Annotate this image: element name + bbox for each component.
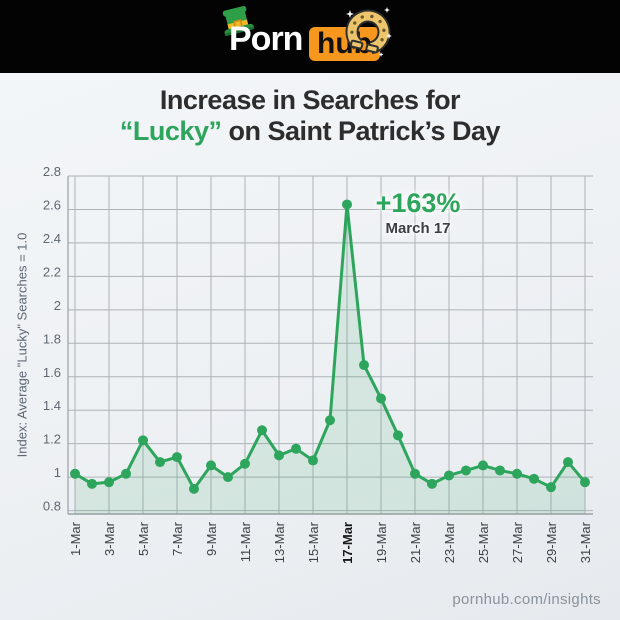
peak-date-label: March 17 bbox=[385, 220, 451, 237]
x-tick-label: 1-Mar bbox=[68, 521, 83, 556]
data-point bbox=[495, 465, 505, 476]
data-point bbox=[580, 477, 590, 488]
x-tick-label: 5-Mar bbox=[136, 521, 151, 556]
data-point bbox=[478, 460, 488, 471]
y-tick-label: 2 bbox=[54, 298, 61, 313]
y-tick-label: 2.8 bbox=[43, 164, 61, 179]
x-tick-label: 9-Mar bbox=[204, 521, 219, 556]
data-point bbox=[563, 457, 573, 468]
area-fill bbox=[75, 204, 585, 515]
data-point bbox=[342, 199, 352, 210]
x-tick-label: 15-Mar bbox=[306, 521, 321, 563]
header-bar: Porn hub bbox=[0, 0, 620, 73]
data-point bbox=[257, 425, 267, 436]
x-tick-label: 17-Mar bbox=[340, 522, 355, 564]
data-point bbox=[189, 483, 199, 494]
title-line2-rest: on Saint Patrick’s Day bbox=[221, 116, 501, 147]
data-point bbox=[155, 457, 165, 468]
data-point bbox=[291, 443, 301, 454]
title-highlight: “Lucky” bbox=[119, 116, 222, 147]
data-point bbox=[529, 473, 539, 484]
y-tick-label: 2.2 bbox=[43, 264, 61, 279]
y-axis-title: Index: Average "Lucky" Searches = 1.0 bbox=[14, 232, 30, 458]
y-tick-label: 2.6 bbox=[43, 197, 61, 212]
data-point bbox=[359, 360, 369, 371]
footer-url: pornhub.com/insights bbox=[452, 591, 601, 608]
x-tick-label: 7-Mar bbox=[170, 521, 185, 556]
data-point bbox=[206, 460, 216, 471]
x-tick-label: 23-Mar bbox=[442, 521, 457, 563]
data-point bbox=[240, 458, 250, 469]
data-point bbox=[138, 435, 148, 446]
x-tick-label: 27-Mar bbox=[510, 521, 525, 563]
chart-title: Increase in Searches for “Lucky” on Sain… bbox=[0, 85, 620, 148]
data-point bbox=[308, 455, 318, 466]
data-point bbox=[172, 452, 182, 463]
horseshoe-icon bbox=[345, 7, 392, 57]
y-tick-label: 2.4 bbox=[43, 231, 61, 246]
sparkle-icon bbox=[346, 7, 392, 57]
data-point bbox=[274, 450, 284, 461]
data-point bbox=[70, 468, 80, 479]
horseshoe-shape bbox=[345, 9, 391, 55]
data-point bbox=[461, 465, 471, 476]
y-tick-label: 1.2 bbox=[43, 432, 61, 447]
x-tick-label: 31-Mar bbox=[578, 521, 593, 563]
data-point bbox=[546, 482, 556, 493]
x-tick-label: 21-Mar bbox=[408, 521, 423, 563]
title-line2: “Lucky” on Saint Patrick’s Day bbox=[0, 116, 620, 147]
leprechaun-hat-icon bbox=[222, 6, 255, 37]
x-tick-label: 25-Mar bbox=[476, 521, 491, 563]
data-point bbox=[427, 478, 437, 489]
x-tick-label: 19-Mar bbox=[374, 521, 389, 563]
data-point bbox=[376, 393, 386, 404]
peak-percent-label: +163% bbox=[375, 188, 461, 218]
data-point bbox=[393, 430, 403, 441]
y-tick-label: 1 bbox=[54, 465, 61, 480]
data-point bbox=[512, 468, 522, 479]
data-point bbox=[87, 478, 97, 489]
data-point bbox=[444, 470, 454, 481]
data-point bbox=[223, 472, 233, 483]
y-tick-label: 1.6 bbox=[43, 365, 61, 380]
peak-annotation: +163% March 17 bbox=[360, 188, 476, 237]
data-point bbox=[121, 468, 131, 479]
y-tick-label: 0.8 bbox=[43, 499, 61, 514]
x-tick-label: 11-Mar bbox=[238, 521, 253, 562]
data-point bbox=[104, 477, 114, 488]
pornhub-logo: Porn hub bbox=[222, 0, 395, 73]
y-tick-label: 1.4 bbox=[43, 398, 61, 413]
x-tick-label: 13-Mar bbox=[272, 521, 287, 563]
data-point bbox=[410, 468, 420, 479]
data-point bbox=[325, 415, 335, 426]
y-tick-label: 1.8 bbox=[43, 331, 61, 346]
title-line1: Increase in Searches for bbox=[159, 85, 461, 115]
x-tick-label: 3-Mar bbox=[102, 521, 117, 556]
logo-word-porn: Porn bbox=[229, 20, 303, 58]
x-tick-label: 29-Mar bbox=[544, 521, 559, 563]
